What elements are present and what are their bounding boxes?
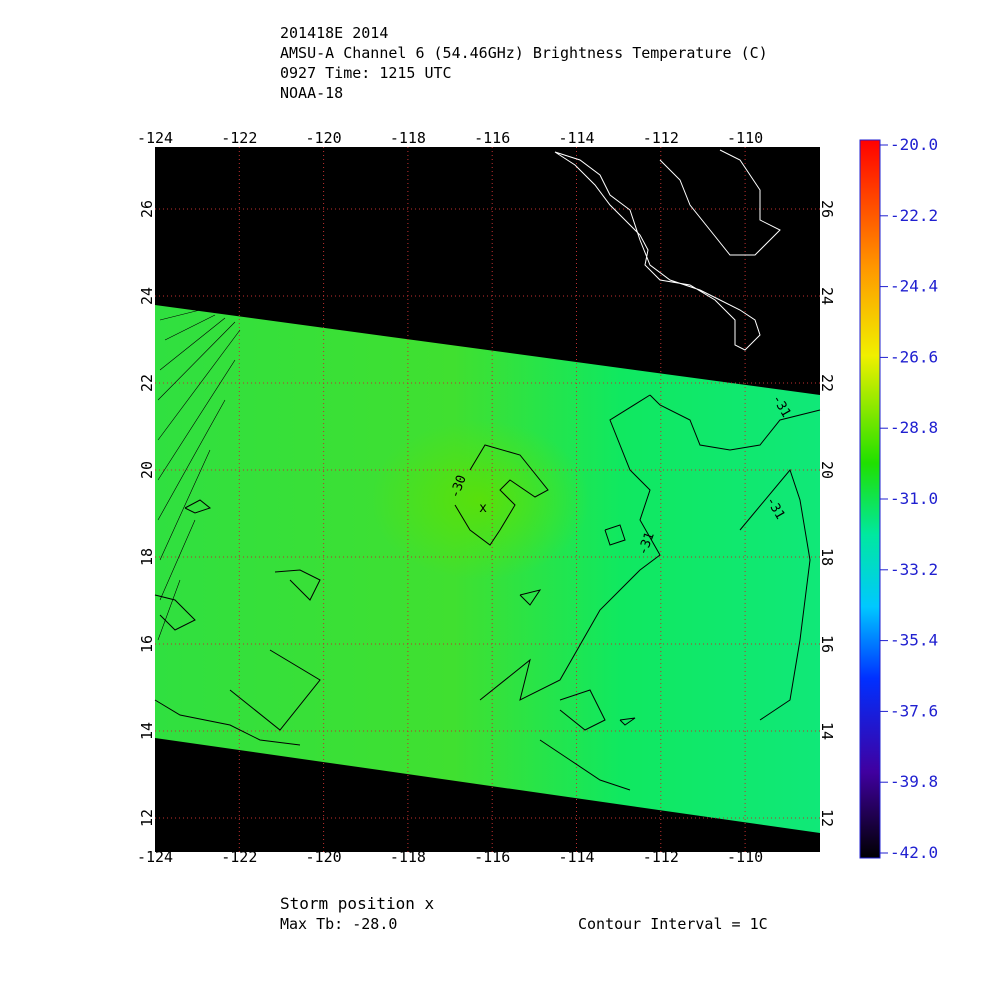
title-line: 0927 Time: 1215 UTC <box>280 64 452 82</box>
lon-tick-label: -120 <box>306 129 342 147</box>
lat-tick-label: 16 <box>138 635 156 653</box>
contour <box>229 649 321 731</box>
lon-tick-label: -116 <box>474 848 510 866</box>
storm-position: Storm position x <box>280 894 434 913</box>
lon-tick-label: -112 <box>643 848 679 866</box>
lon-tick-label: -116 <box>474 129 510 147</box>
lat-tick-label: 12 <box>818 809 836 827</box>
lon-tick-label: -124 <box>137 848 173 866</box>
coastline <box>554 149 781 351</box>
lat-tick-label: 22 <box>138 374 156 392</box>
colorbar-label: -35.4 <box>890 631 938 650</box>
lon-tick-label: -122 <box>221 129 257 147</box>
contour <box>739 468 811 721</box>
contour <box>154 594 196 631</box>
storm-marker: x <box>479 501 487 516</box>
contour <box>519 589 542 606</box>
title-line: 201418E 2014 <box>280 24 388 42</box>
colorbar-label: -26.6 <box>890 347 938 366</box>
dense-contours <box>157 309 241 641</box>
title-line: NOAA-18 <box>280 84 343 102</box>
contour <box>539 739 631 791</box>
lon-tick-label: -112 <box>643 129 679 147</box>
contour <box>559 689 606 731</box>
lon-tick-label: -118 <box>390 129 426 147</box>
contour <box>609 394 661 556</box>
colorbar-label: -37.6 <box>890 701 938 720</box>
lon-tick-label: -114 <box>558 129 594 147</box>
lat-tick-label: 14 <box>818 722 836 740</box>
lon-tick-label: -114 <box>558 848 594 866</box>
contour <box>274 569 321 601</box>
contours <box>154 394 821 791</box>
lat-tick-label: 20 <box>138 461 156 479</box>
lat-tick-label: 22 <box>818 374 836 392</box>
contour <box>479 554 661 701</box>
contour <box>619 717 636 726</box>
colorbar-label: -24.4 <box>890 277 938 296</box>
colorbar <box>859 139 881 859</box>
colorbar-label: -22.2 <box>890 206 938 225</box>
contour <box>184 499 212 514</box>
lat-tick-label: 26 <box>818 200 836 218</box>
lat-tick-label: 18 <box>138 548 156 566</box>
contour <box>649 394 821 451</box>
lat-tick-label: 16 <box>818 635 836 653</box>
max-tb: Max Tb: -28.0 <box>280 915 397 933</box>
lat-tick-label: 14 <box>138 722 156 740</box>
colorbar-label: -39.8 <box>890 772 938 791</box>
lon-tick-label: -110 <box>727 848 763 866</box>
contour <box>154 699 301 746</box>
lat-tick-label: 26 <box>138 200 156 218</box>
contour <box>604 524 626 546</box>
lat-tick-label: 12 <box>138 809 156 827</box>
contour-interval: Contour Interval = 1C <box>578 915 768 933</box>
contour <box>454 444 549 546</box>
lon-tick-label: -110 <box>727 129 763 147</box>
lon-tick-label: -122 <box>221 848 257 866</box>
lat-tick-label: 24 <box>138 287 156 305</box>
lon-tick-label: -124 <box>137 129 173 147</box>
lon-tick-label: -120 <box>306 848 342 866</box>
lon-tick-label: -118 <box>390 848 426 866</box>
colorbar-label: -31.0 <box>890 489 938 508</box>
title-line: AMSU-A Channel 6 (54.46GHz) Brightness T… <box>280 44 768 62</box>
colorbar-label: -42.0 <box>890 843 938 862</box>
lat-tick-label: 18 <box>818 548 836 566</box>
colorbar-label: -33.2 <box>890 560 938 579</box>
colorbar-label: -20.0 <box>890 135 938 154</box>
colorbar-label: -28.8 <box>890 418 938 437</box>
warm-core <box>370 420 590 580</box>
lat-tick-label: 24 <box>818 287 836 305</box>
lat-tick-label: 20 <box>818 461 836 479</box>
graticule <box>155 147 820 852</box>
